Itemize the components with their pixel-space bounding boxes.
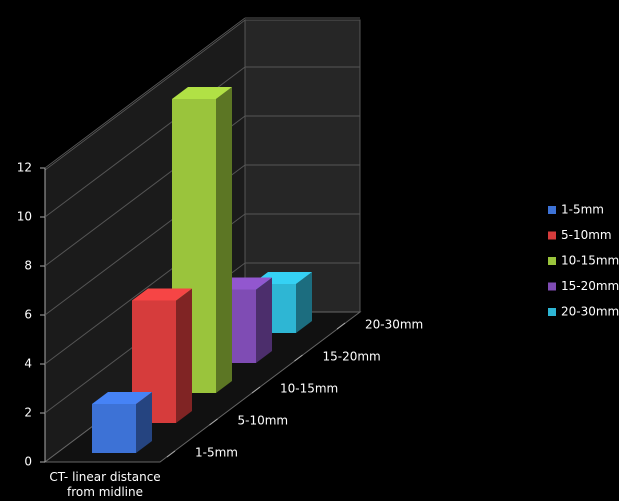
y-tick-label: 4	[24, 357, 32, 371]
legend-swatch	[548, 206, 556, 214]
grid-line	[44, 17, 246, 169]
bar-top	[132, 288, 192, 301]
bar-top	[92, 392, 152, 404]
bar-side	[256, 277, 272, 363]
legend-label: 1-5mm	[561, 203, 604, 217]
x-tick-label: 15-20mm	[323, 350, 381, 364]
legend-label: 10-15mm	[561, 254, 619, 268]
y-tick-label: 2	[24, 406, 32, 420]
x-tick	[209, 418, 218, 426]
x-tick	[294, 354, 303, 362]
legend-swatch	[548, 231, 556, 240]
x-axis-title: CT- linear distance from midline	[49, 470, 161, 499]
x-tick-label: 10-15mm	[280, 382, 338, 396]
y-tick-label: 8	[24, 259, 32, 273]
x-tick	[166, 450, 176, 458]
x-tick	[336, 322, 346, 330]
legend-label: 5-10mm	[561, 228, 612, 242]
bar-side	[136, 392, 152, 453]
y-tick-label: 0	[24, 455, 32, 469]
bar-side	[296, 272, 312, 333]
legend-label: 20-30mm	[561, 305, 619, 319]
y-tick-label: 12	[17, 161, 32, 175]
bar	[92, 404, 136, 453]
legend-swatch	[548, 257, 556, 265]
bar-top	[172, 87, 232, 99]
legend-label: 15-20mm	[561, 279, 619, 293]
x-tick-label: 1-5mm	[195, 446, 238, 460]
y-tick-label: 6	[24, 308, 32, 322]
x-tick-label: 5-10mm	[238, 414, 289, 428]
x-tick-label: 20-30mm	[365, 318, 423, 332]
x-tick	[251, 386, 261, 394]
back-wall	[244, 19, 361, 313]
bar-side	[176, 288, 192, 423]
y-tick-label: 10	[17, 210, 32, 224]
bar-side	[216, 87, 232, 393]
legend-swatch	[548, 308, 556, 316]
legend-swatch	[548, 282, 556, 291]
